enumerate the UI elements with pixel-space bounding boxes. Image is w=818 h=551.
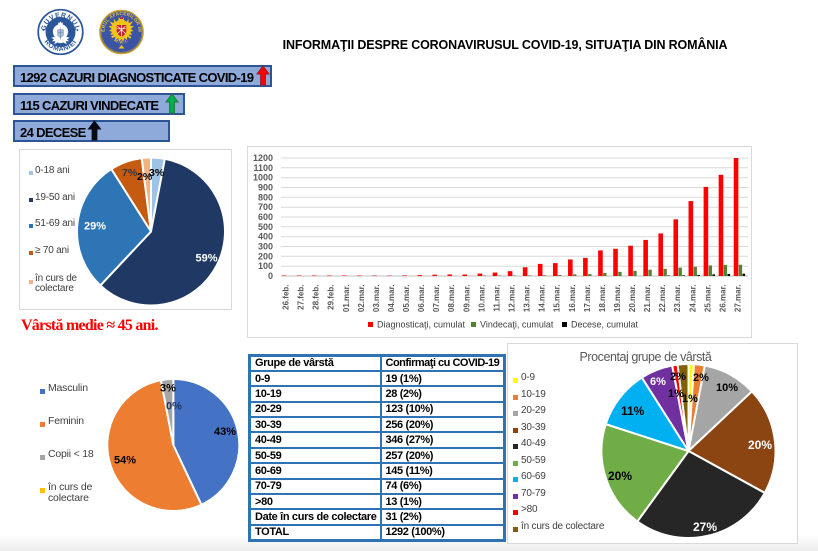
svg-text:25.mar.: 25.mar. (703, 285, 712, 313)
svg-text:900: 900 (258, 183, 273, 193)
svg-text:08.mar.: 08.mar. (447, 285, 456, 313)
svg-text:200: 200 (258, 251, 273, 261)
svg-text:Diagnosticaţi, cumulat: Diagnosticaţi, cumulat (377, 320, 466, 330)
svg-text:13.mar.: 13.mar. (523, 285, 532, 313)
svg-text:3%: 3% (160, 383, 176, 395)
svg-text:07.mar.: 07.mar. (432, 285, 441, 313)
svg-text:19.mar.: 19.mar. (613, 285, 622, 313)
svg-text:100: 100 (258, 261, 273, 271)
svg-text:20%: 20% (608, 469, 632, 483)
svg-text:600: 600 (258, 212, 273, 222)
svg-text:15.mar.: 15.mar. (553, 285, 562, 313)
svg-text:18.mar.: 18.mar. (598, 285, 607, 313)
svg-text:1%: 1% (682, 393, 698, 405)
svg-text:20.mar.: 20.mar. (628, 285, 637, 313)
svg-text:11%: 11% (621, 404, 645, 418)
svg-text:14.mar.: 14.mar. (538, 285, 547, 313)
svg-text:17.mar.: 17.mar. (583, 285, 592, 313)
svg-text:1100: 1100 (253, 163, 273, 173)
svg-text:2%: 2% (137, 171, 153, 183)
svg-text:04.mar.: 04.mar. (387, 285, 396, 313)
svg-text:0%: 0% (166, 401, 182, 413)
svg-text:3%: 3% (149, 167, 165, 179)
svg-text:2%: 2% (670, 371, 686, 383)
svg-text:0: 0 (268, 271, 273, 281)
svg-text:12.mar.: 12.mar. (508, 285, 517, 313)
svg-text:2%: 2% (693, 372, 709, 384)
svg-text:09.mar.: 09.mar. (462, 285, 471, 313)
svg-text:16.mar.: 16.mar. (568, 285, 577, 313)
svg-text:21.mar.: 21.mar. (643, 285, 652, 313)
svg-text:05.mar.: 05.mar. (402, 285, 411, 313)
svg-text:26.feb.: 26.feb. (282, 285, 291, 310)
svg-text:6%: 6% (650, 376, 666, 388)
svg-text:400: 400 (258, 232, 273, 242)
svg-text:03.mar.: 03.mar. (372, 285, 381, 313)
svg-text:29%: 29% (84, 221, 106, 233)
svg-text:700: 700 (258, 202, 273, 212)
svg-text:10.mar.: 10.mar. (477, 285, 486, 313)
svg-text:02.mar.: 02.mar. (357, 285, 366, 313)
svg-text:300: 300 (258, 242, 273, 252)
svg-text:27.feb.: 27.feb. (297, 285, 306, 310)
svg-text:54%: 54% (114, 455, 136, 467)
svg-text:43%: 43% (214, 426, 236, 438)
svg-text:20%: 20% (748, 438, 772, 452)
svg-text:1000: 1000 (253, 173, 273, 183)
svg-text:27.mar.: 27.mar. (734, 285, 743, 313)
svg-text:29.feb.: 29.feb. (327, 285, 336, 310)
svg-text:06.mar.: 06.mar. (417, 285, 426, 313)
svg-text:24.mar.: 24.mar. (688, 285, 697, 313)
svg-text:10%: 10% (716, 382, 738, 394)
svg-text:7%: 7% (122, 167, 138, 179)
svg-text:23.mar.: 23.mar. (673, 285, 682, 313)
svg-text:11.mar.: 11.mar. (492, 285, 501, 312)
svg-text:28.feb.: 28.feb. (312, 285, 321, 310)
svg-text:26.mar.: 26.mar. (718, 285, 727, 313)
svg-text:27%: 27% (693, 520, 717, 534)
svg-text:01.mar.: 01.mar. (342, 285, 351, 313)
svg-text:800: 800 (258, 192, 273, 202)
svg-text:59%: 59% (196, 253, 218, 265)
svg-text:Decese, cumulat: Decese, cumulat (571, 320, 639, 330)
svg-text:Vindecaţi, cumulat: Vindecaţi, cumulat (480, 320, 554, 330)
svg-text:500: 500 (258, 222, 273, 232)
svg-text:1%: 1% (668, 388, 684, 400)
svg-text:22.mar.: 22.mar. (658, 285, 667, 313)
svg-text:1200: 1200 (253, 153, 273, 163)
